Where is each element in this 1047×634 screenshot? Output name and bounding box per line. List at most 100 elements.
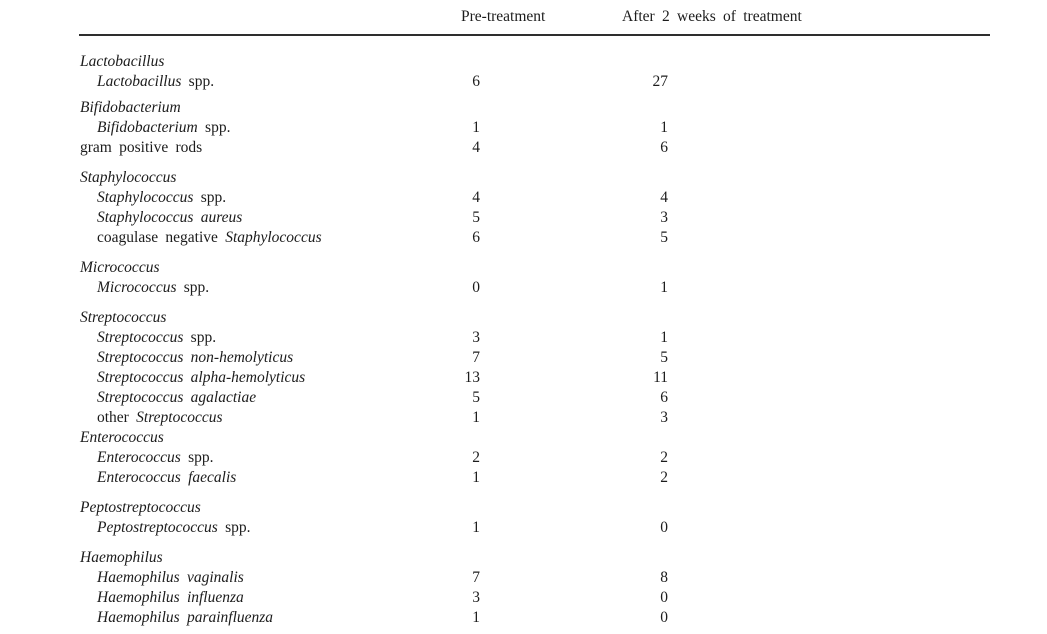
pre-treatment-value: 3 — [472, 329, 480, 346]
taxon-name-text: Streptococcus agalactiae — [97, 389, 257, 406]
organism-label: other Streptococcus — [0, 408, 400, 428]
after-treatment-value: 5 — [660, 229, 668, 246]
genus-group-row: Peptostreptococcus — [0, 498, 1047, 518]
column-header-after-treatment: After 2 weeks of treatment — [622, 8, 802, 25]
pre-treatment-value: 5 — [472, 209, 480, 226]
taxon-name-text: Micrococcus — [80, 259, 160, 276]
organism-row: Enterococcus spp. 2 2 — [0, 448, 1047, 468]
plain-label-text: spp. — [181, 73, 215, 90]
organism-label: Staphylococcus spp. — [0, 188, 400, 208]
organism-row: Peptostreptococcus spp. 1 0 — [0, 518, 1047, 538]
taxon-name-text: Enterococcus — [97, 449, 181, 466]
table-body: Lactobacillus Lactobacillus spp. 6 27 Bifido… — [0, 52, 1047, 628]
taxon-name-text: Haemophilus parainfluenza — [97, 609, 274, 626]
organism-row: coagulase negative Staphylococcus 6 5 — [0, 228, 1047, 248]
pre-treatment-value: 13 — [464, 369, 481, 386]
pre-treatment-value: 1 — [472, 119, 480, 136]
organism-row: Streptococcus alpha-hemolyticus 13 11 — [0, 368, 1047, 388]
genus-group-row: Micrococcus — [0, 258, 1047, 278]
after-treatment-value: 1 — [660, 279, 668, 296]
taxon-name-text: Haemophilus influenza — [97, 589, 244, 606]
after-treatment-value: 4 — [660, 189, 668, 206]
pre-treatment-value: 7 — [472, 569, 480, 586]
after-treatment-value: 0 — [660, 519, 668, 536]
plain-label-text: coagulase negative — [97, 229, 226, 246]
organism-row: Micrococcus spp. 0 1 — [0, 278, 1047, 298]
organism-label: Lactobacillus spp. — [0, 72, 400, 92]
genus-group-row: Haemophilus — [0, 548, 1047, 568]
organism-label: Micrococcus spp. — [0, 278, 400, 298]
taxon-name-text: Bifidobacterium — [80, 99, 181, 116]
organism-label: Haemophilus influenza — [0, 588, 400, 608]
organism-row: Haemophilus influenza 3 0 — [0, 588, 1047, 608]
organism-label: Haemophilus vaginalis — [0, 568, 400, 588]
genus-group-row: Streptococcus — [0, 308, 1047, 328]
taxon-name-text: Peptostreptococcus — [80, 499, 201, 516]
plain-label-text: spp. — [176, 279, 210, 296]
taxon-name-text: Lactobacillus — [80, 53, 165, 70]
taxon-name-text: Haemophilus vaginalis — [97, 569, 244, 586]
organism-label: Micrococcus — [0, 258, 400, 278]
pre-treatment-value: 6 — [472, 229, 480, 246]
after-treatment-value: 3 — [660, 409, 668, 426]
organism-label: Lactobacillus — [0, 52, 400, 72]
organism-row: Streptococcus non-hemolyticus 7 5 — [0, 348, 1047, 368]
after-treatment-value: 6 — [660, 389, 668, 406]
plain-label-text: gram positive rods — [80, 139, 203, 156]
after-treatment-value: 1 — [660, 119, 668, 136]
column-header-pre-treatment: Pre-treatment — [461, 8, 546, 25]
pre-treatment-value: 2 — [472, 449, 480, 466]
organism-row: Streptococcus agalactiae 5 6 — [0, 388, 1047, 408]
taxon-name-text: Streptococcus — [97, 329, 184, 346]
header-rule — [79, 34, 990, 36]
pre-treatment-value: 1 — [472, 519, 480, 536]
after-treatment-value: 5 — [660, 349, 668, 366]
taxon-name-text: Lactobacillus — [97, 73, 182, 90]
organism-label: gram positive rods — [0, 138, 400, 158]
organism-row: gram positive rods 4 6 — [0, 138, 1047, 158]
taxon-name-text: Streptococcus — [80, 309, 167, 326]
taxon-name-text: Streptococcus — [136, 409, 223, 426]
organism-row: Haemophilus parainfluenza 1 0 — [0, 608, 1047, 628]
organism-label: Enterococcus faecalis — [0, 468, 400, 488]
organism-label: Streptococcus agalactiae — [0, 388, 400, 408]
organism-label: Peptostreptococcus — [0, 498, 400, 518]
organism-label: Streptococcus spp. — [0, 328, 400, 348]
organism-label: Staphylococcus — [0, 168, 400, 188]
taxon-name-text: Streptococcus alpha-hemolyticus — [97, 369, 306, 386]
pre-treatment-value: 6 — [472, 73, 480, 90]
pre-treatment-value: 7 — [472, 349, 480, 366]
genus-group-row: Lactobacillus — [0, 52, 1047, 72]
organism-row: Staphylococcus spp. 4 4 — [0, 188, 1047, 208]
organism-label: Peptostreptococcus spp. — [0, 518, 400, 538]
genus-group-row: Staphylococcus — [0, 168, 1047, 188]
organism-row: Streptococcus spp. 3 1 — [0, 328, 1047, 348]
table-header-row: Pre-treatment After 2 weeks of treatment — [0, 8, 1047, 28]
pre-treatment-value: 4 — [472, 189, 480, 206]
taxon-name-text: Staphylococcus — [80, 169, 177, 186]
taxon-name-text: Staphylococcus — [97, 189, 194, 206]
plain-label-text: spp. — [197, 119, 231, 136]
after-treatment-value: 3 — [660, 209, 668, 226]
pre-treatment-value: 5 — [472, 389, 480, 406]
organism-label: Streptococcus alpha-hemolyticus — [0, 368, 400, 388]
after-treatment-value: 6 — [660, 139, 668, 156]
after-treatment-value: 0 — [660, 589, 668, 606]
taxon-name-text: Bifidobacterium — [97, 119, 198, 136]
pre-treatment-value: 3 — [472, 589, 480, 606]
organism-row: Staphylococcus aureus 5 3 — [0, 208, 1047, 228]
plain-label-text: spp. — [183, 329, 217, 346]
after-treatment-value: 8 — [660, 569, 668, 586]
pre-treatment-value: 1 — [472, 409, 480, 426]
taxon-name-text: Haemophilus — [80, 549, 163, 566]
genus-group-row: Enterococcus — [0, 428, 1047, 448]
taxon-name-text: Staphylococcus aureus — [97, 209, 243, 226]
taxon-name-text: Enterococcus faecalis — [97, 469, 237, 486]
plain-label-text: spp. — [217, 519, 251, 536]
organism-label: Haemophilus — [0, 548, 400, 568]
after-treatment-value: 27 — [652, 73, 669, 90]
organism-label: Enterococcus — [0, 428, 400, 448]
after-treatment-value: 2 — [660, 469, 668, 486]
organism-label: Streptococcus — [0, 308, 400, 328]
